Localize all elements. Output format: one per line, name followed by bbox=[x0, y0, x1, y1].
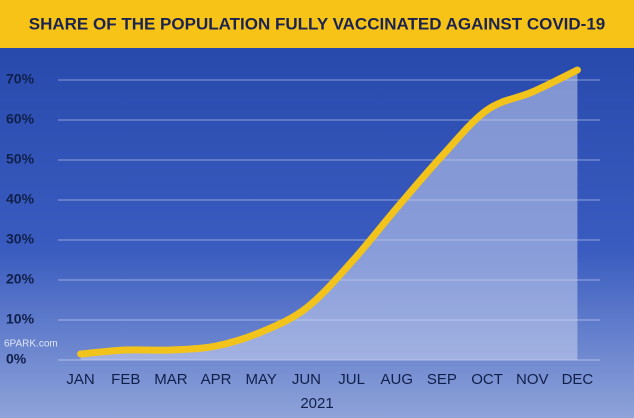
x-tick-label: NOV bbox=[516, 371, 549, 388]
x-axis-label: 2021 bbox=[300, 395, 333, 412]
title-bar bbox=[0, 0, 634, 48]
x-tick-label: MAY bbox=[246, 371, 277, 388]
y-tick-label: 10% bbox=[6, 311, 35, 327]
y-tick-label: 70% bbox=[6, 71, 35, 87]
x-tick-label: APR bbox=[201, 371, 232, 388]
chart-title: SHARE OF THE POPULATION FULLY VACCINATED… bbox=[29, 14, 605, 33]
x-tick-label: JAN bbox=[66, 371, 94, 388]
y-tick-label: 0% bbox=[6, 351, 27, 367]
area bbox=[80, 70, 578, 360]
x-tick-label: FEB bbox=[111, 371, 140, 388]
x-tick-label: DEC bbox=[562, 371, 594, 388]
line bbox=[77, 66, 581, 358]
y-tick-label: 40% bbox=[6, 191, 35, 207]
x-tick-label: JUN bbox=[292, 371, 321, 388]
y-tick-label: 30% bbox=[6, 231, 35, 247]
x-tick-label: MAR bbox=[154, 371, 188, 388]
y-tick-label: 60% bbox=[6, 111, 35, 127]
x-tick-label: OCT bbox=[471, 371, 503, 388]
x-tick-label: JUL bbox=[338, 371, 365, 388]
y-tick-label: 20% bbox=[6, 271, 35, 287]
y-tick-label: 50% bbox=[6, 151, 35, 167]
x-tick-label: SEP bbox=[427, 371, 457, 388]
x-tick-label: AUG bbox=[380, 371, 413, 388]
watermark: 6PARK.com bbox=[4, 339, 58, 350]
